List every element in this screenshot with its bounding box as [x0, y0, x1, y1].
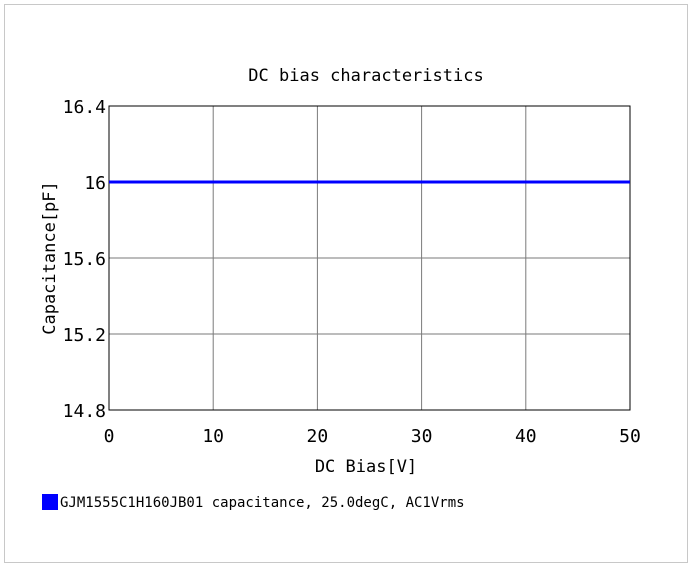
- x-axis-label: DC Bias[V]: [315, 457, 417, 477]
- axis-ticks: 0 10 20 30 40 50 14.8 15.2 15.6 16 16.4: [63, 97, 641, 447]
- y-tick-label: 16.4: [63, 97, 106, 118]
- y-tick-label: 14.8: [63, 401, 106, 422]
- plot-area-border: [108, 105, 631, 411]
- chart-frame: [4, 4, 688, 563]
- x-tick-label: 30: [411, 426, 433, 447]
- x-tick-label: 20: [307, 426, 329, 447]
- x-tick-label: 10: [202, 426, 224, 447]
- chart-title: DC bias characteristics: [248, 66, 483, 86]
- y-tick-label: 15.6: [63, 249, 106, 270]
- legend-label: GJM1555C1H160JB01 capacitance, 25.0degC,…: [60, 495, 465, 511]
- legend-swatch: [42, 494, 58, 510]
- grid-lines: [109, 106, 630, 410]
- x-tick-label: 0: [104, 426, 115, 447]
- y-tick-label: 15.2: [63, 325, 106, 346]
- y-axis-label: Capacitance[pF]: [40, 181, 60, 335]
- y-tick-label: 16: [84, 173, 106, 194]
- x-tick-label: 50: [619, 426, 641, 447]
- x-tick-label: 40: [515, 426, 537, 447]
